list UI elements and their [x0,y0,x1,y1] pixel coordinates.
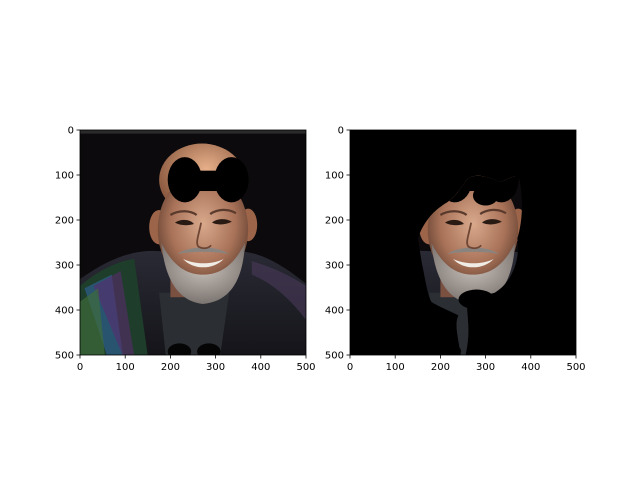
right-y-tick-label: 0 [338,126,344,137]
left-y-tick-label: 100 [55,171,74,182]
right-y-tick-label: 500 [325,351,344,362]
left-y-tick-label: 0 [68,126,74,137]
right-x-tick-label: 200 [431,362,450,373]
left-x-tick-label: 500 [296,362,315,373]
left-y-tick-label: 500 [55,351,74,362]
left-x-tick-label: 300 [206,362,225,373]
left-photo [80,130,306,360]
right-y-tick-label: 200 [325,216,344,227]
left-x-tick-label: 0 [77,362,83,373]
right-x-tick-label: 100 [386,362,405,373]
left-y-tick-label: 300 [55,261,74,272]
right-y-tick-label: 100 [325,171,344,182]
right-y-tick-label: 300 [325,261,344,272]
left-y-tick-label: 200 [55,216,74,227]
right-y-tick-label: 400 [325,306,344,317]
right-x-tick-label: 0 [347,362,353,373]
right-x-tick-label: 400 [521,362,540,373]
left-y-tick-label: 400 [55,306,74,317]
left-x-tick-label: 400 [251,362,270,373]
left-x-tick-label: 100 [116,362,135,373]
right-x-tick-label: 500 [566,362,585,373]
right-x-tick-label: 300 [476,362,495,373]
left-x-tick-label: 200 [161,362,180,373]
